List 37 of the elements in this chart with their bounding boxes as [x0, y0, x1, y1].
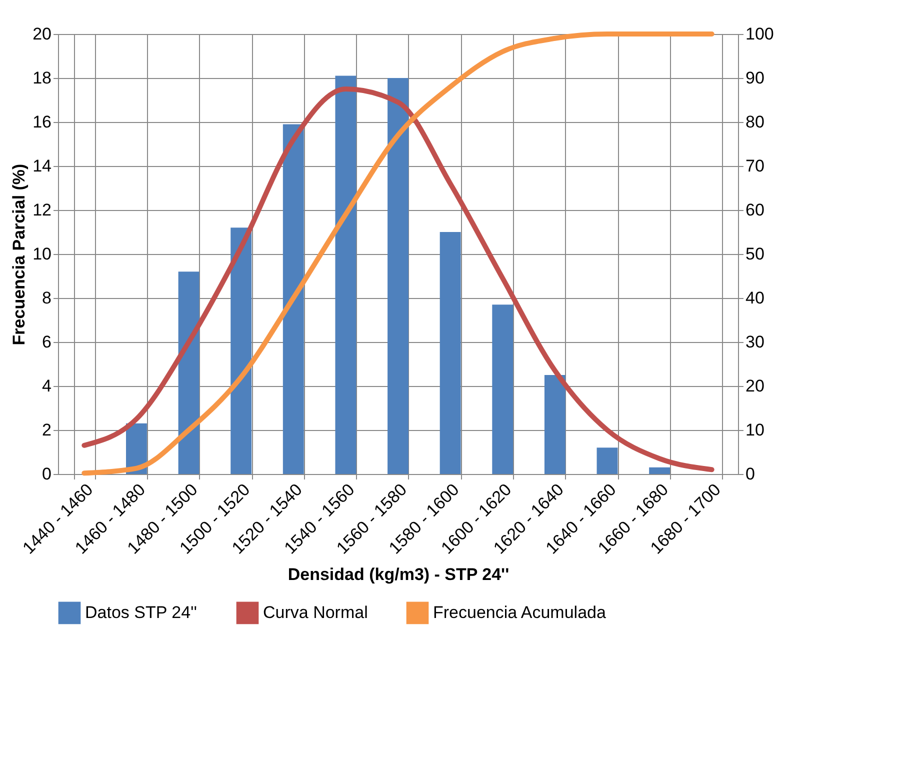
y-tick-label: 2 [42, 420, 52, 440]
y-tick-label: 8 [42, 288, 52, 308]
bar [282, 124, 304, 474]
y2-tick-label: 10 [746, 420, 764, 440]
y2-tick-label: 70 [746, 156, 764, 176]
y2-tick-label: 20 [746, 376, 764, 396]
y-axis-title: Frecuencia Parcial (%) [10, 164, 29, 346]
y-tick-label: 20 [32, 24, 52, 44]
y2-tick-label: 80 [746, 112, 764, 132]
y2-tick-label: 0 [746, 464, 755, 484]
y2-tick-label: 100 [746, 24, 774, 44]
y-tick-label: 12 [32, 200, 52, 220]
x-axis-title: Densidad (kg/m3) - STP 24'' [288, 564, 510, 584]
legend-label: Datos STP 24'' [85, 602, 198, 622]
y-tick-label: 16 [32, 112, 52, 132]
bar [649, 467, 670, 474]
y-tick-label: 14 [32, 156, 52, 176]
y-tick-label: 4 [42, 376, 52, 396]
y2-tick-label: 30 [746, 332, 764, 352]
y2-tick-label: 90 [746, 68, 764, 88]
bar [230, 228, 252, 474]
y2-tick-label: 60 [746, 200, 764, 220]
y-tick-label: 18 [32, 68, 52, 88]
bar [596, 448, 618, 474]
y-tick-label: 0 [42, 464, 52, 484]
legend-label: Curva Normal [263, 602, 368, 622]
bar [335, 76, 356, 474]
y2-tick-label: 40 [746, 288, 764, 308]
bar [440, 232, 461, 474]
y-tick-label: 10 [32, 244, 52, 264]
bar [178, 272, 200, 474]
y-tick-label: 6 [42, 332, 52, 352]
y2-tick-label: 50 [746, 244, 764, 264]
bar [544, 375, 566, 474]
legend-label: Frecuencia Acumulada [433, 602, 606, 622]
bar [388, 78, 408, 474]
bar [492, 304, 514, 474]
